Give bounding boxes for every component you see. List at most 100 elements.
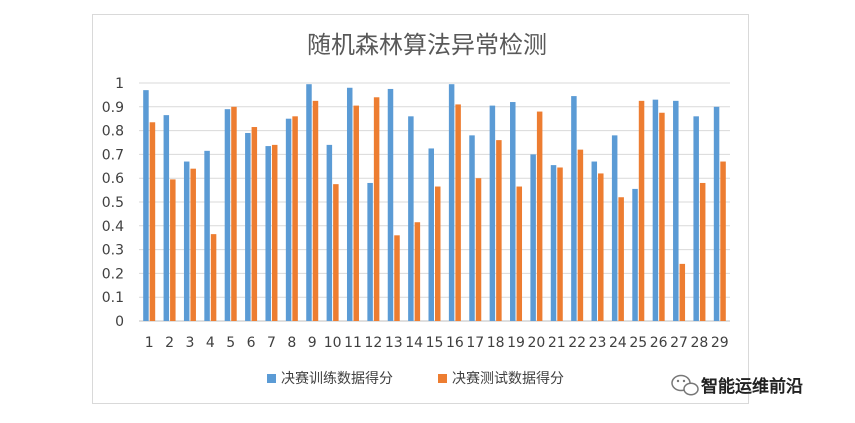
bar-train bbox=[143, 90, 149, 321]
x-tick-label: 5 bbox=[226, 335, 235, 351]
bar-test bbox=[679, 263, 686, 321]
y-tick-label: 0 bbox=[115, 314, 124, 330]
bar-train bbox=[346, 87, 353, 321]
bar-train bbox=[265, 146, 271, 321]
x-tick-label: 26 bbox=[650, 335, 668, 351]
bar-train bbox=[224, 109, 231, 322]
bar-train bbox=[673, 100, 679, 321]
x-tick-label: 29 bbox=[711, 335, 729, 351]
bar-test bbox=[333, 184, 339, 321]
bar-train bbox=[611, 135, 618, 321]
x-tick-label: 2 bbox=[165, 335, 174, 351]
y-tick-label: 0.5 bbox=[102, 195, 124, 211]
bar-train bbox=[469, 135, 475, 321]
bar-test bbox=[271, 144, 278, 321]
x-tick-label: 3 bbox=[185, 335, 194, 351]
x-tick-label: 19 bbox=[507, 335, 525, 351]
chart-title: 随机森林算法异常检测 bbox=[307, 31, 547, 59]
bar-test bbox=[720, 161, 726, 321]
bar-train bbox=[387, 88, 394, 321]
bar-test bbox=[251, 127, 258, 321]
bar-test bbox=[455, 104, 461, 321]
bar-test bbox=[598, 173, 604, 321]
y-tick-label: 0.4 bbox=[102, 219, 124, 235]
x-tick-label: 7 bbox=[267, 335, 276, 351]
bar-test bbox=[659, 112, 665, 321]
bar-train bbox=[408, 116, 414, 321]
bar-train bbox=[285, 118, 292, 321]
bars bbox=[143, 84, 726, 322]
x-tick-label: 18 bbox=[487, 335, 505, 351]
bar-train bbox=[428, 148, 434, 321]
gridlines bbox=[139, 82, 730, 322]
x-tick-label: 9 bbox=[308, 335, 317, 351]
bar-train bbox=[245, 132, 251, 321]
bar-train bbox=[326, 144, 333, 321]
bar-train bbox=[183, 161, 190, 321]
bar-test bbox=[353, 105, 359, 321]
bar-test bbox=[516, 186, 523, 321]
x-tick-label: 13 bbox=[385, 335, 403, 351]
bar-test bbox=[373, 97, 380, 321]
bar-test bbox=[536, 111, 543, 321]
watermark: 智能运维前沿 bbox=[671, 374, 803, 397]
bar-test bbox=[231, 106, 237, 321]
y-tick-label: 1 bbox=[115, 76, 124, 92]
wechat-icon bbox=[671, 374, 699, 396]
x-tick-label: 10 bbox=[324, 335, 342, 351]
bar-train bbox=[571, 96, 577, 321]
legend-label: 决赛测试数据得分 bbox=[452, 370, 564, 387]
x-tick-label: 20 bbox=[527, 335, 545, 351]
x-tick-label: 11 bbox=[344, 335, 362, 351]
bar-test bbox=[190, 168, 196, 321]
bar-train bbox=[632, 188, 638, 321]
x-axis-ticks: 1 2 3 4 5 6 7 8 9 10 11 12 13 14 15 16 17 18 19 20 21 22 23 24 2… bbox=[145, 335, 729, 351]
legend-label: 决赛训练数据得分 bbox=[281, 370, 393, 387]
bar-train bbox=[510, 102, 516, 321]
y-tick-label: 0.3 bbox=[102, 243, 124, 259]
x-tick-label: 4 bbox=[206, 335, 215, 351]
bar-train bbox=[591, 161, 598, 321]
y-tick-label: 0.1 bbox=[102, 290, 124, 306]
bar-train bbox=[693, 116, 699, 321]
bar-train bbox=[550, 165, 557, 321]
x-tick-label: 22 bbox=[568, 335, 586, 351]
x-tick-label: 24 bbox=[609, 335, 627, 351]
bar-test bbox=[638, 100, 645, 321]
bar-train bbox=[530, 154, 536, 321]
bar-test bbox=[414, 222, 421, 321]
x-tick-label: 25 bbox=[629, 335, 647, 351]
x-tick-label: 1 bbox=[145, 335, 154, 351]
bar-test bbox=[699, 182, 706, 321]
bar-test bbox=[618, 197, 624, 321]
x-tick-label: 14 bbox=[405, 335, 423, 351]
legend: 决赛训练数据得分 决赛测试数据得分 bbox=[267, 370, 564, 387]
bar-train bbox=[204, 150, 210, 321]
legend-swatch bbox=[267, 374, 276, 383]
bar-test bbox=[394, 235, 400, 321]
bar-train bbox=[306, 84, 312, 321]
x-tick-label: 23 bbox=[589, 335, 607, 351]
bar-train bbox=[489, 105, 496, 321]
x-tick-label: 28 bbox=[691, 335, 709, 351]
bar-test bbox=[496, 140, 502, 321]
bar-train bbox=[713, 106, 720, 321]
bar-test bbox=[292, 116, 298, 321]
y-tick-label: 0.6 bbox=[102, 171, 124, 187]
x-tick-label: 17 bbox=[466, 335, 484, 351]
bar-train bbox=[367, 182, 373, 321]
y-tick-label: 0.9 bbox=[102, 100, 124, 116]
bar-test bbox=[170, 179, 176, 321]
bar-test bbox=[149, 122, 156, 322]
x-tick-label: 6 bbox=[247, 335, 256, 351]
bar-train bbox=[448, 84, 455, 321]
bar-train bbox=[163, 115, 170, 321]
x-tick-label: 12 bbox=[364, 335, 382, 351]
x-tick-label: 8 bbox=[287, 335, 296, 351]
watermark-text: 智能运维前沿 bbox=[701, 376, 803, 397]
bar-test bbox=[475, 178, 482, 321]
y-axis-ticks: 0 0.1 0.2 0.3 0.4 0.5 0.6 0.7 0.8 0.9 1 bbox=[102, 76, 124, 330]
bar-test bbox=[557, 167, 563, 321]
bar-test bbox=[210, 234, 217, 321]
